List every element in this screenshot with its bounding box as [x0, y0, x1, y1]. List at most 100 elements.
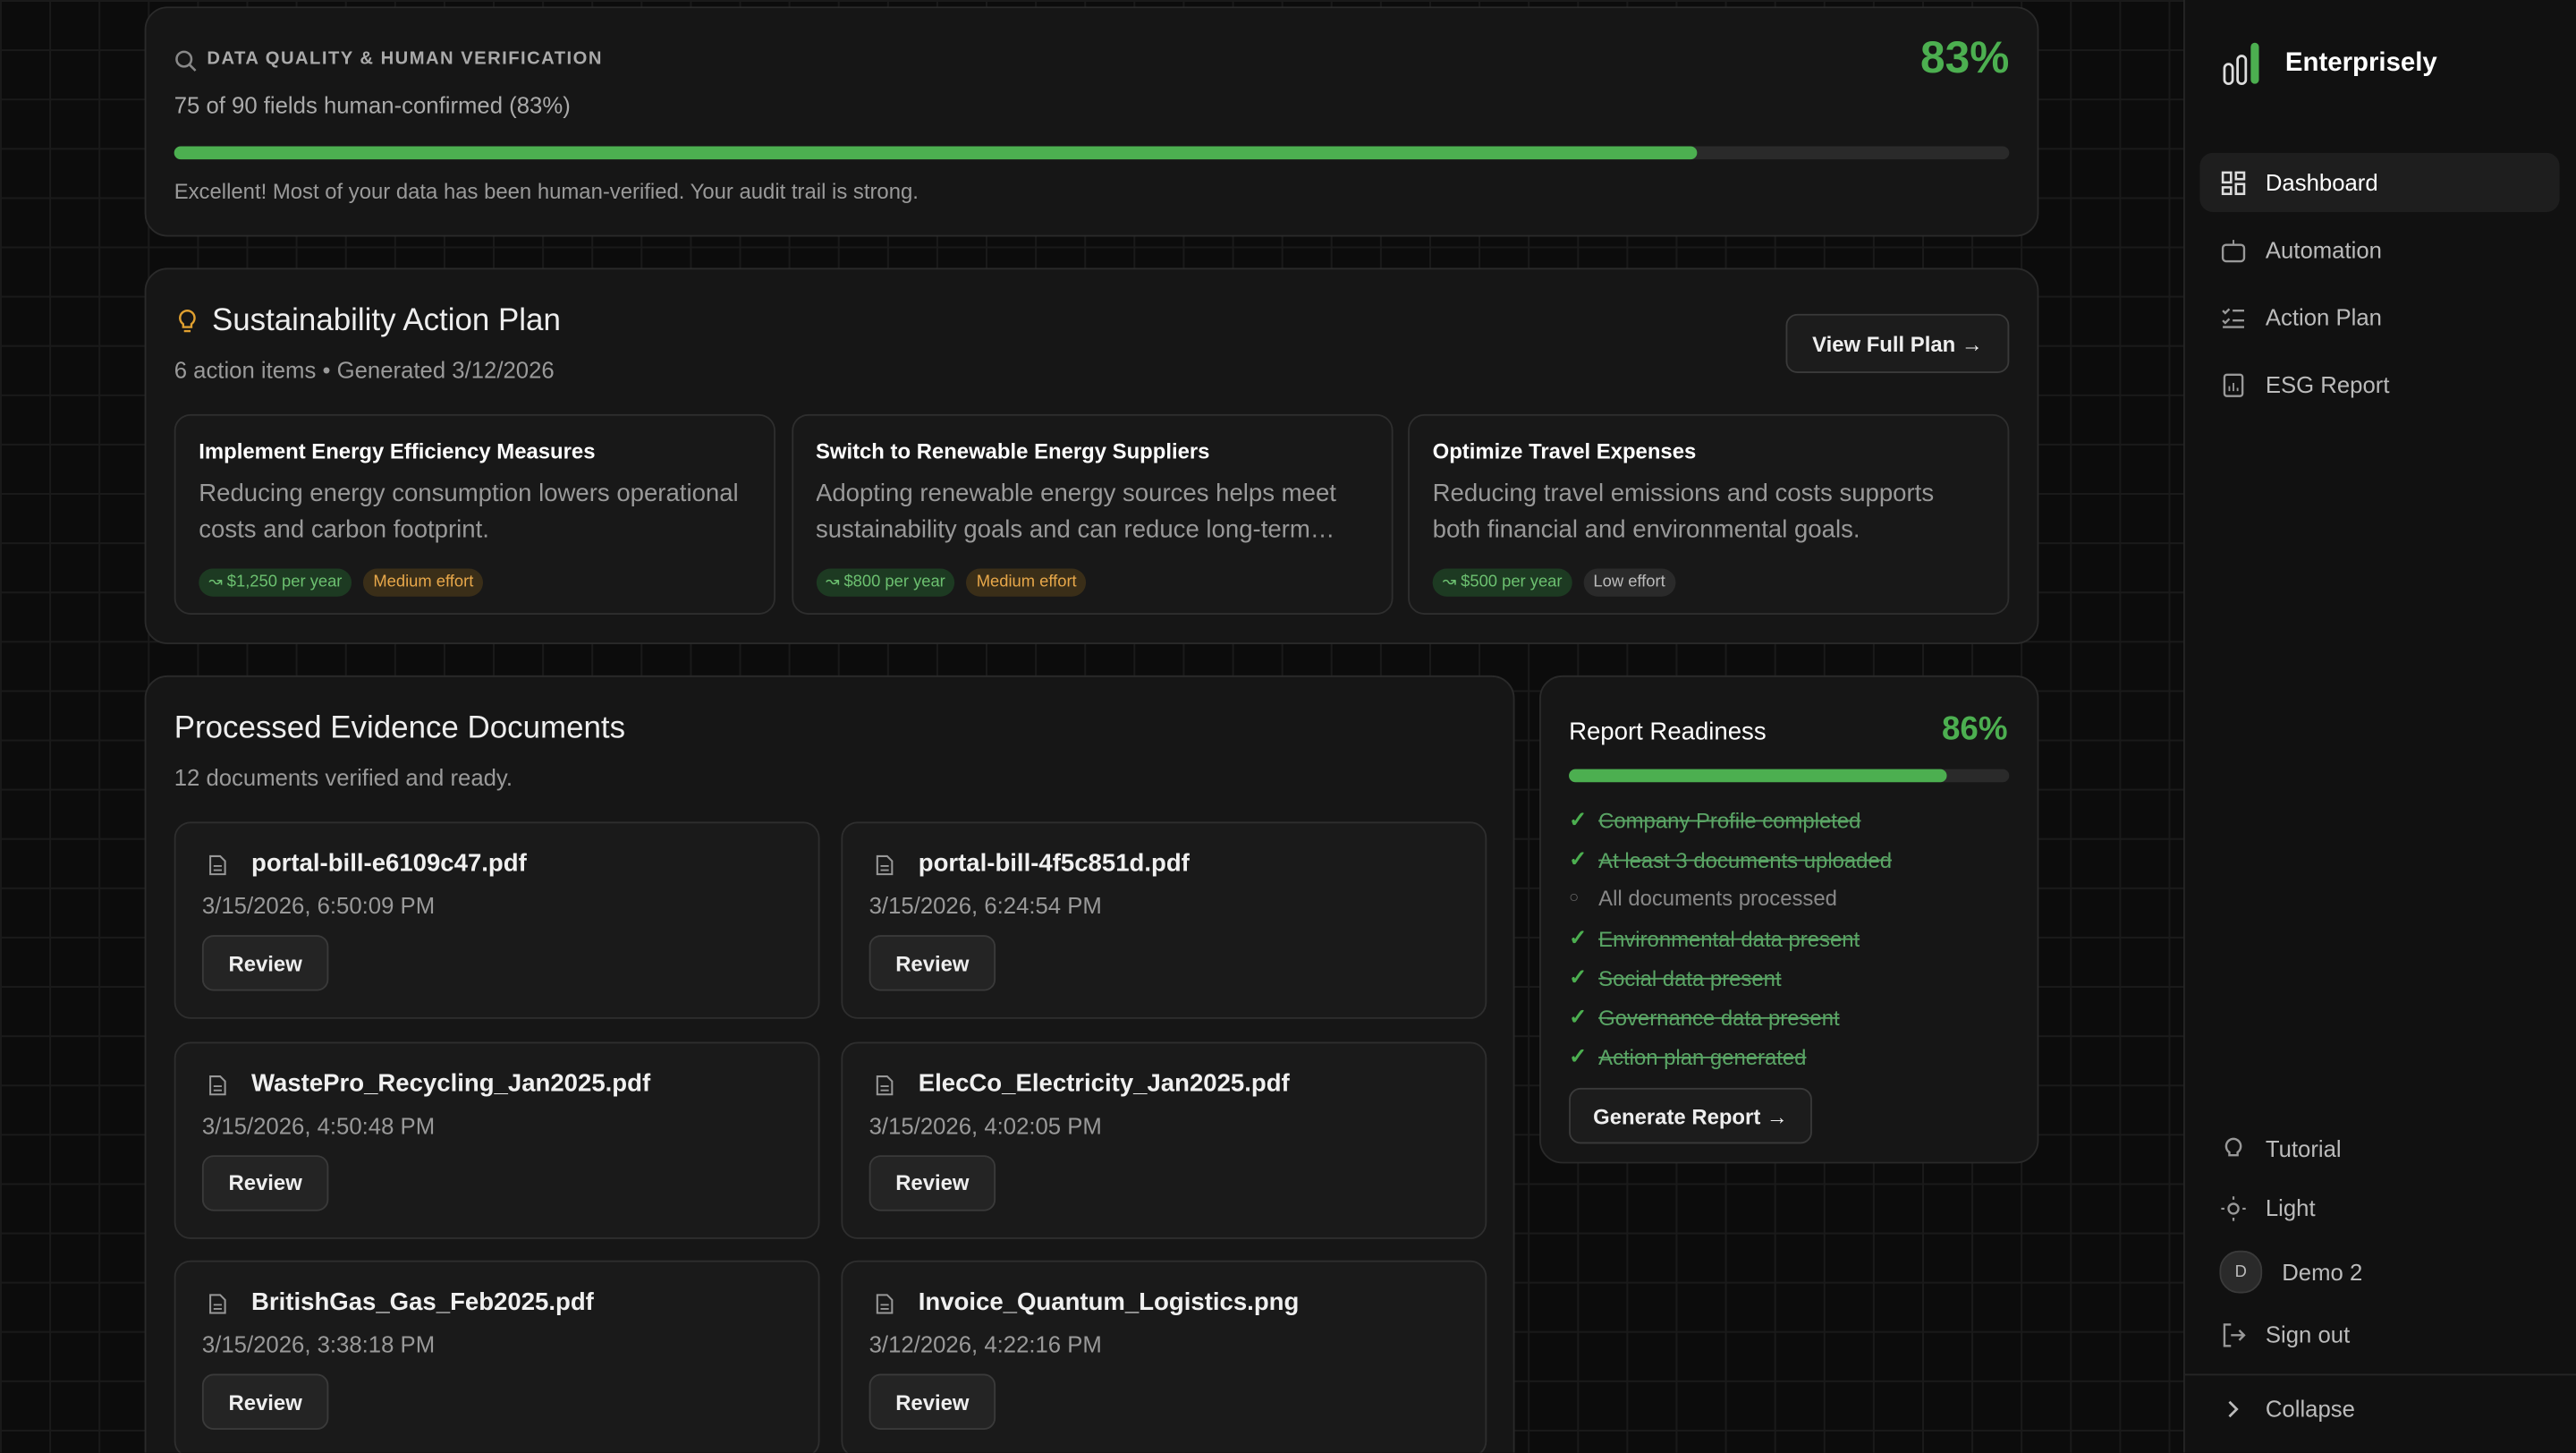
- review-button[interactable]: Review: [869, 1154, 996, 1211]
- review-button[interactable]: Review: [869, 1373, 996, 1430]
- logo: [2223, 42, 2259, 86]
- action-description: Adopting renewable energy sources helps …: [815, 480, 1336, 544]
- checklist-item: ○ All documents processed: [1569, 886, 1837, 911]
- document-name: portal-bill-4f5c851d.pdf: [918, 849, 1190, 878]
- quality-note: Excellent! Most of your data has been hu…: [174, 179, 919, 204]
- review-button[interactable]: Review: [201, 935, 329, 991]
- checklist-item: ✓ Company Profile completed: [1569, 807, 1860, 833]
- label: Tutorial: [2265, 1135, 2342, 1162]
- document-card: ElecCo_Electricity_Jan2025.pdf 3/15/2026,…: [841, 1041, 1487, 1238]
- savings-badge: ↝ $1,250 per year: [199, 568, 352, 597]
- action-plan-card: Sustainability Action Plan 6 action item…: [144, 268, 2039, 645]
- check-label: Company Profile completed: [1598, 807, 1861, 833]
- effort-badge: Low effort: [1583, 568, 1675, 597]
- readiness-score: 86%: [1941, 711, 2008, 748]
- progress-fill: [1569, 769, 1948, 783]
- nav-item[interactable]: Automation: [2199, 220, 2559, 279]
- quality-card: DATA QUALITY & HUMAN VERIFICATION 83% 75…: [144, 6, 2039, 237]
- search-icon: [175, 50, 197, 72]
- review-button[interactable]: Review: [201, 1373, 329, 1430]
- document-card: Invoice_Quantum_Logistics.png 3/12/2026, …: [841, 1260, 1487, 1453]
- action-title: Optimize Travel Expenses: [1432, 438, 1697, 463]
- tutorial-link[interactable]: Tutorial: [2199, 1119, 2559, 1178]
- view-plan-button[interactable]: View Full Plan →: [1785, 313, 2010, 373]
- action-item: Implement Energy Efficiency Measures Redu…: [174, 413, 775, 615]
- document-date: 3/15/2026, 6:24:54 PM: [869, 892, 1102, 919]
- nav-item[interactable]: Action Plan: [2199, 287, 2559, 346]
- check-icon: ✓: [1569, 845, 1588, 871]
- brand: Enterprisely: [2284, 49, 2437, 78]
- user[interactable]: D Demo 2: [2199, 1243, 2559, 1302]
- label: Collapse: [2265, 1395, 2355, 1422]
- plan-subtitle: 6 action items • Generated 3/12/2026: [174, 356, 555, 383]
- document-name: portal-bill-e6109c47.pdf: [251, 849, 527, 878]
- document-date: 3/15/2026, 4:02:05 PM: [869, 1111, 1102, 1138]
- document-name: BritishGas_Gas_Feb2025.pdf: [251, 1288, 594, 1317]
- label: Sign out: [2265, 1321, 2351, 1348]
- theme-toggle[interactable]: Light: [2199, 1178, 2559, 1237]
- file-icon: [876, 854, 894, 876]
- nav-item[interactable]: Dashboard: [2199, 152, 2560, 212]
- check-icon: ✓: [1569, 1043, 1588, 1068]
- bulb-icon: [179, 309, 196, 333]
- action-title: Switch to Renewable Energy Suppliers: [815, 438, 1210, 463]
- check-icon: ✓: [1569, 806, 1588, 832]
- check-label: Action plan generated: [1598, 1044, 1807, 1069]
- check-label: At least 3 documents uploaded: [1598, 846, 1893, 872]
- review-button[interactable]: Review: [869, 935, 996, 991]
- avatar: D: [2219, 1250, 2263, 1294]
- checklist-item: ✓ At least 3 documents uploaded: [1569, 846, 1892, 872]
- action-description: Reducing travel emissions and costs supp…: [1432, 480, 1935, 544]
- badges: ↝ $800 per year Medium effort: [815, 565, 1368, 597]
- document-card: portal-bill-e6109c47.pdf 3/15/2026, 6:50:…: [174, 821, 820, 1019]
- document-date: 3/12/2026, 4:22:16 PM: [869, 1330, 1102, 1358]
- check-label: Social data present: [1598, 965, 1782, 990]
- progress-fill: [174, 146, 1698, 160]
- document-name: Invoice_Quantum_Logistics.png: [918, 1288, 1300, 1317]
- check-icon: ○: [1569, 888, 1580, 907]
- generate-report-button[interactable]: Generate Report →: [1569, 1087, 1812, 1144]
- check-label: All documents processed: [1598, 886, 1837, 911]
- nav-label: Dashboard: [2265, 169, 2378, 196]
- documents-subtitle: 12 documents verified and ready.: [174, 764, 513, 791]
- document-name: ElecCo_Electricity_Jan2025.pdf: [918, 1068, 1290, 1098]
- badges: ↝ $1,250 per year Medium effort: [199, 565, 750, 597]
- checklist-item: ✓ Environmental data present: [1569, 925, 1860, 951]
- document-card: BritishGas_Gas_Feb2025.pdf 3/15/2026, 3:3…: [174, 1260, 820, 1453]
- quality-score: 83%: [1920, 32, 2010, 82]
- document-date: 3/15/2026, 4:50:48 PM: [201, 1111, 436, 1138]
- file-icon: [209, 854, 226, 876]
- label: Light: [2265, 1194, 2316, 1221]
- check-icon: ✓: [1569, 964, 1588, 990]
- documents-card: Processed Evidence Documents 12 document…: [144, 675, 1515, 1453]
- nav-item[interactable]: ESG Report: [2199, 355, 2559, 414]
- file-icon: [209, 1075, 226, 1095]
- badges: ↝ $500 per year Low effort: [1432, 565, 1985, 597]
- effort-badge: Medium effort: [966, 568, 1087, 597]
- action-title: Implement Energy Efficiency Measures: [199, 438, 596, 463]
- readiness-title: Report Readiness: [1569, 718, 1767, 746]
- savings-badge: ↝ $500 per year: [1432, 568, 1572, 597]
- nav-label: ESG Report: [2265, 371, 2390, 398]
- review-button[interactable]: Review: [201, 1154, 329, 1211]
- effort-badge: Medium effort: [363, 568, 484, 597]
- checklist-item: ✓ Action plan generated: [1569, 1043, 1806, 1069]
- document-name: WastePro_Recycling_Jan2025.pdf: [251, 1068, 651, 1098]
- file-icon: [876, 1075, 894, 1095]
- action-item: Optimize Travel Expenses Reducing travel …: [1408, 413, 2010, 615]
- sidebar: Enterprisely: [2183, 0, 2576, 1453]
- readiness-card: Report Readiness 86% ✓ Company Profile co…: [1539, 675, 2039, 1164]
- checklist-item: ✓ Governance data present: [1569, 1004, 1840, 1030]
- check-icon: ✓: [1569, 925, 1588, 950]
- check-label: Governance data present: [1598, 1005, 1840, 1030]
- sign-out[interactable]: Sign out: [2199, 1304, 2559, 1364]
- documents-title: Processed Evidence Documents: [174, 711, 626, 746]
- check-label: Environmental data present: [1598, 926, 1860, 951]
- file-icon: [876, 1294, 894, 1314]
- quality-summary: 75 of 90 fields human-confirmed (83%): [174, 91, 571, 119]
- progress-track: [1569, 769, 2010, 783]
- document-card: WastePro_Recycling_Jan2025.pdf 3/15/2026,…: [174, 1041, 820, 1238]
- collapse[interactable]: Collapse: [2199, 1379, 2559, 1438]
- document-date: 3/15/2026, 6:50:09 PM: [201, 892, 436, 919]
